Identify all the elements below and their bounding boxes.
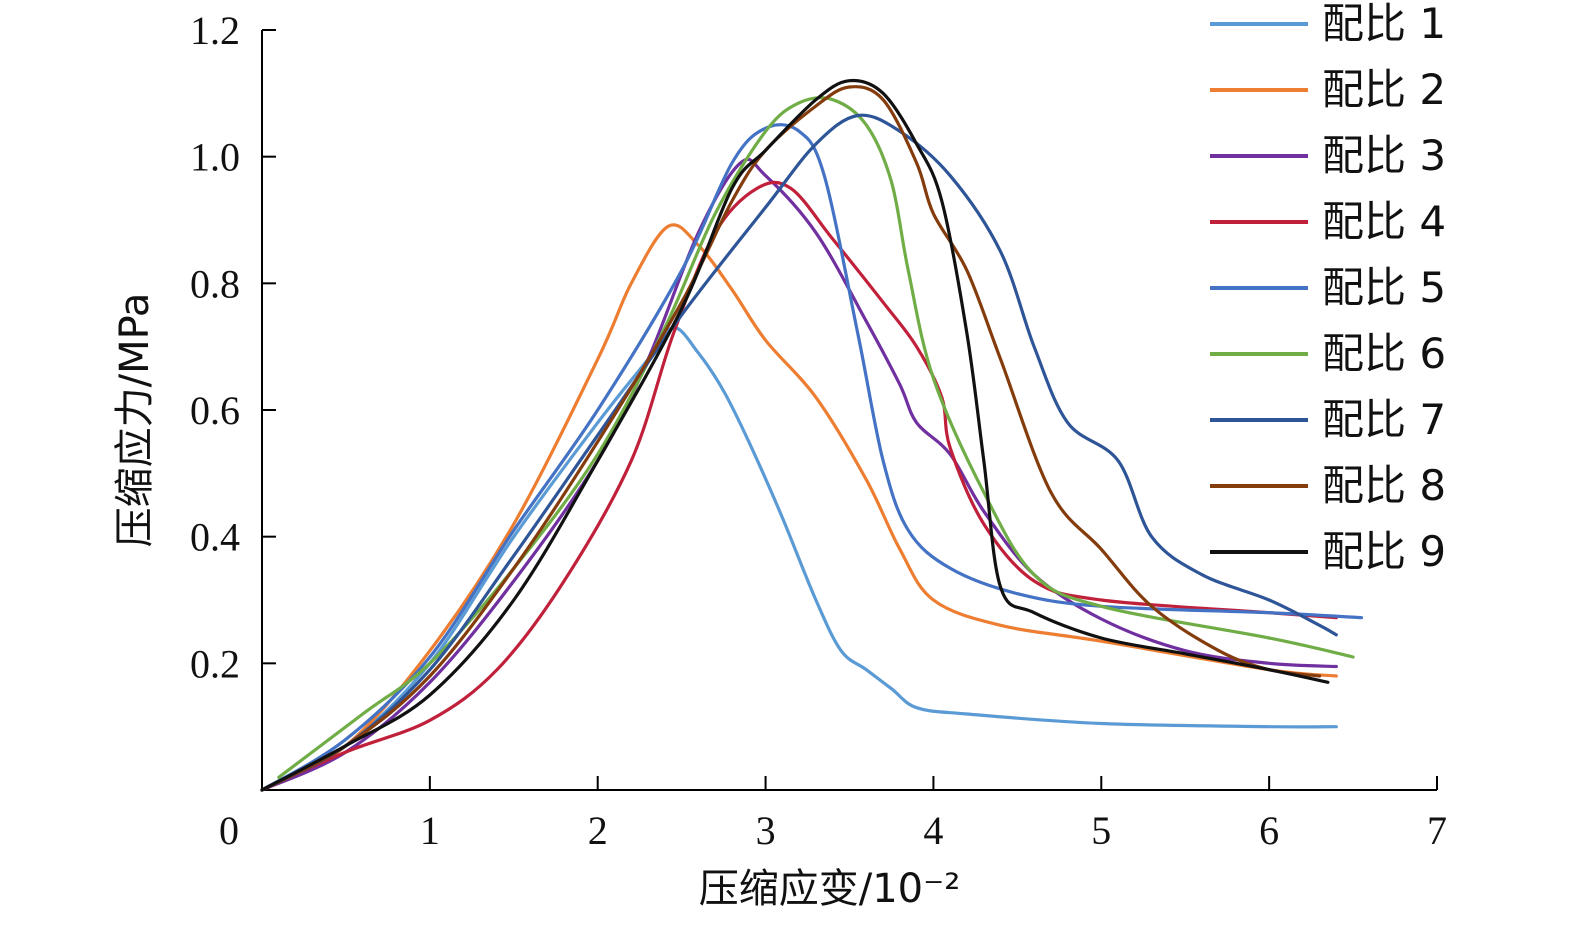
series-line-5 xyxy=(260,123,1364,792)
legend-label-4: 配比 4 xyxy=(1322,197,1446,246)
x-ticks: 0 1 2 3 4 5 6 7 xyxy=(219,776,1447,853)
y-axis-title: 压缩应力/MPa xyxy=(112,293,158,548)
x-axis-title: 压缩应变/10⁻² xyxy=(699,866,961,912)
x-tick-label: 0 xyxy=(219,808,239,853)
x-tick-label: 6 xyxy=(1259,808,1279,853)
series-line-7 xyxy=(260,113,1338,792)
y-tick-label: 0.8 xyxy=(190,261,240,306)
series-line-8 xyxy=(260,85,1322,792)
x-tick-label: 1 xyxy=(420,808,440,853)
series-line-3 xyxy=(260,157,1338,792)
y-ticks: 0.2 0.4 0.6 0.8 1.0 1.2 xyxy=(190,8,276,686)
legend-label-5: 配比 5 xyxy=(1322,263,1446,312)
legend-label-8: 配比 8 xyxy=(1322,461,1446,510)
legend-label-6: 配比 6 xyxy=(1322,329,1446,378)
y-tick-label: 0.4 xyxy=(190,515,240,560)
series-group xyxy=(260,78,1364,792)
legend-label-3: 配比 3 xyxy=(1322,131,1446,180)
x-tick-label: 5 xyxy=(1091,808,1111,853)
x-tick-label: 4 xyxy=(923,808,943,853)
y-tick-label: 1.0 xyxy=(190,135,240,180)
series-line-1 xyxy=(260,326,1338,792)
y-tick-label: 1.2 xyxy=(190,8,240,53)
axes xyxy=(261,30,1437,791)
series-line-4 xyxy=(260,180,1338,792)
x-tick-label: 3 xyxy=(756,808,776,853)
legend-label-1: 配比 1 xyxy=(1322,0,1446,48)
x-tick-label: 2 xyxy=(588,808,608,853)
series-line-6 xyxy=(277,96,1355,779)
series-line-9 xyxy=(260,78,1330,792)
legend: 配比 1 配比 2 配比 3 配比 4 配比 5 配比 6 配比 7 配比 8 配比 9 xyxy=(1210,0,1446,576)
legend-label-7: 配比 7 xyxy=(1322,395,1446,444)
legend-label-9: 配比 9 xyxy=(1322,527,1446,576)
y-tick-label: 0.2 xyxy=(190,641,240,686)
y-tick-label: 0.6 xyxy=(190,388,240,433)
series-line-2 xyxy=(260,223,1338,792)
legend-label-2: 配比 2 xyxy=(1322,65,1446,114)
x-tick-label: 7 xyxy=(1427,808,1447,853)
